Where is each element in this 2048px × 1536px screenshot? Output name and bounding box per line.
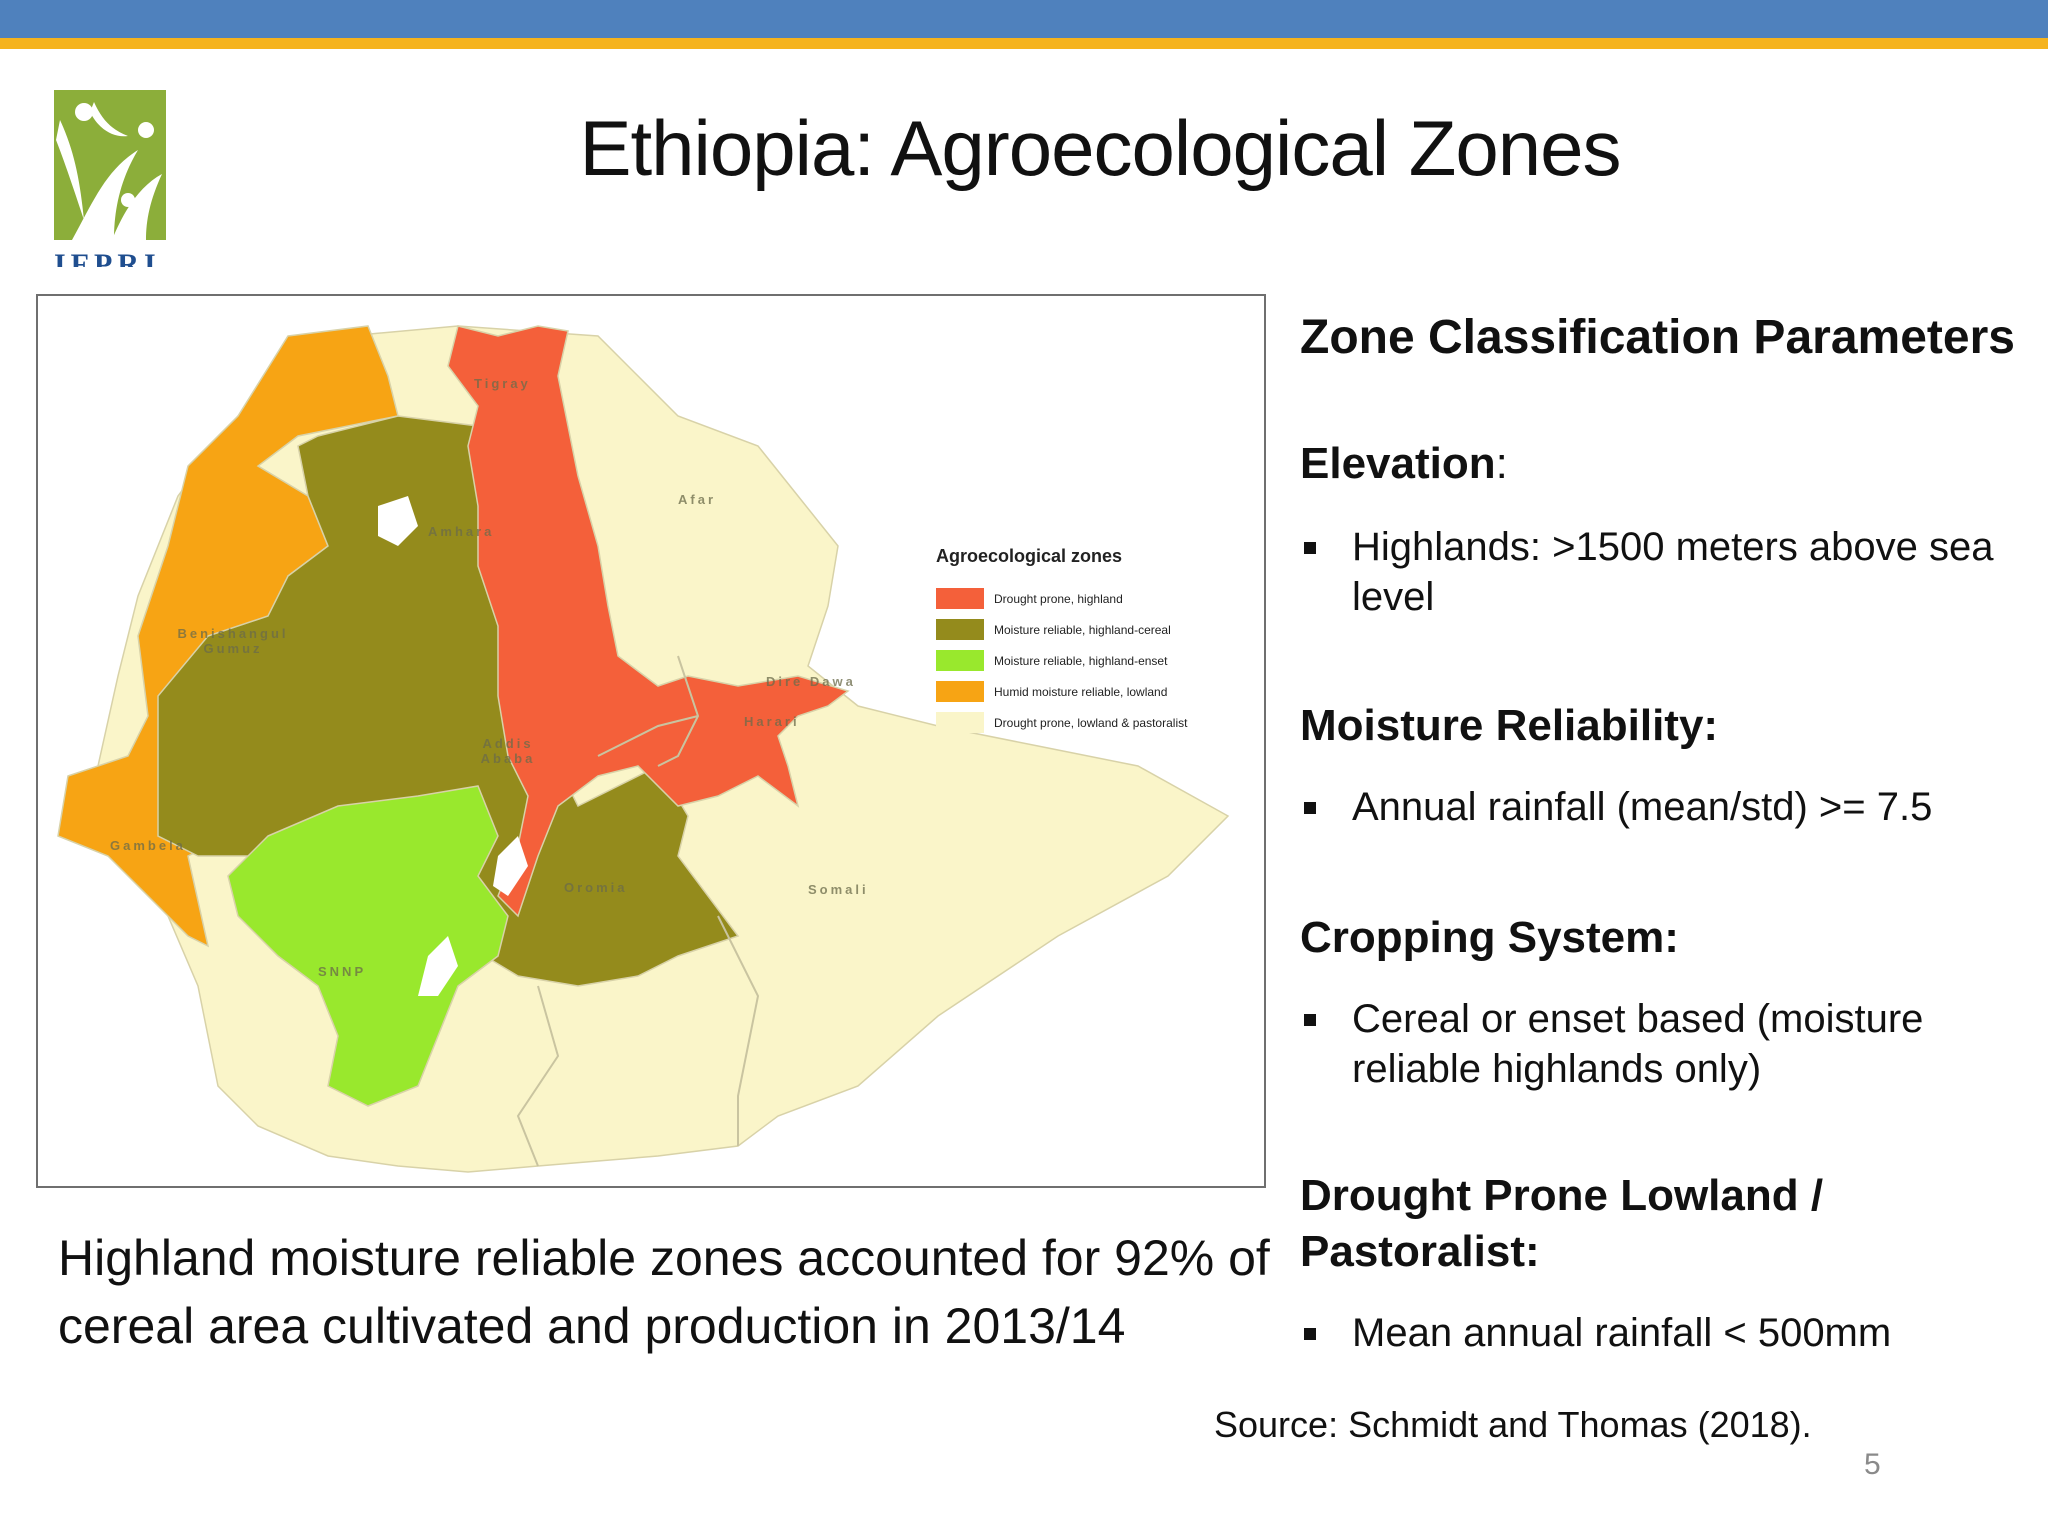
source-citation: Source: Schmidt and Thomas (2018). — [1214, 1404, 1812, 1445]
legend-label: Moisture reliable, highland-enset — [994, 653, 1168, 668]
param-heading-moisture: Moisture Reliability: — [1300, 698, 1718, 754]
param-bullet-elevation: Highlands: >1500 meters above sea level — [1300, 522, 2020, 622]
bullet-square-icon — [1304, 1014, 1316, 1026]
panel-heading: Zone Classification Parameters — [1300, 311, 2015, 364]
region-label-dire-dawa: Dire Dawa — [766, 674, 856, 689]
param-heading-text: Cropping System: — [1300, 913, 1679, 962]
legend-swatch — [936, 619, 984, 640]
region-label-harari: Harari — [744, 714, 800, 729]
param-bullet-text: Highlands: >1500 meters above sea level — [1352, 525, 1994, 619]
legend-label: Drought prone, highland — [994, 591, 1123, 606]
zone-drought-highland — [447, 325, 850, 918]
lake-tana — [378, 496, 418, 546]
param-heading-suffix: : — [1495, 439, 1508, 488]
param-bullet-text: Annual rainfall (mean/std) >= 7.5 — [1352, 785, 1933, 829]
legend-item: Drought prone, highland — [936, 583, 1264, 614]
legend-item: Humid moisture reliable, lowland — [936, 676, 1264, 707]
legend-title: Agroecological zones — [936, 546, 1123, 566]
region-label-amhara: Amhara — [428, 524, 495, 539]
region-label-afar: Afar — [678, 492, 717, 507]
param-bullet-text: Mean annual rainfall < 500mm — [1352, 1311, 1892, 1355]
legend-swatch — [936, 681, 984, 702]
legend-swatch — [936, 650, 984, 671]
lake-rift — [493, 836, 528, 896]
region-label-benishangul: Benishangul Gumuz — [177, 626, 289, 656]
region-label-gambela: Gambela — [110, 838, 186, 853]
param-bullet-drought: Mean annual rainfall < 500mm — [1300, 1308, 2020, 1358]
legend-label: Moisture reliable, highland-cereal — [994, 622, 1171, 637]
bullet-square-icon — [1304, 802, 1316, 814]
param-heading-drought: Drought Prone Lowland / Pastoralist: — [1300, 1168, 1900, 1280]
param-heading-elevation: Elevation: — [1300, 436, 1508, 492]
zone-highland-enset — [227, 785, 509, 1107]
region-label-tigray: Tigray — [474, 376, 531, 391]
ifpri-logo — [54, 90, 166, 240]
param-heading-text: Moisture Reliability: — [1300, 701, 1719, 750]
legend-item: Moisture reliable, highland-cereal — [936, 614, 1264, 645]
legend-swatch — [936, 712, 984, 733]
region-label-addis-ababa: Addis Ababa — [480, 736, 536, 766]
region-label-snnp: SNNP — [318, 964, 367, 979]
ethiopia-map-svg — [57, 325, 1230, 1173]
legend-label: Humid moisture reliable, lowland — [994, 684, 1168, 699]
region-label-oromia: Oromia — [564, 880, 628, 895]
param-heading-cropping: Cropping System: — [1300, 910, 1679, 966]
top-accent-stripe — [0, 38, 2048, 49]
legend-item: Moisture reliable, highland-enset — [936, 645, 1264, 676]
map-legend: Agroecological zones Drought prone, high… — [936, 546, 1264, 738]
page-number: 5 — [1864, 1448, 1881, 1481]
region-borders — [516, 655, 760, 1167]
top-accent-bar — [0, 0, 2048, 38]
legend-swatch — [936, 588, 984, 609]
param-bullet-moisture: Annual rainfall (mean/std) >= 7.5 — [1300, 782, 2020, 832]
param-heading-text: Elevation — [1300, 439, 1496, 488]
slide-title: Ethiopia: Agroecological Zones — [579, 104, 1621, 192]
bullet-square-icon — [1304, 1328, 1316, 1340]
param-bullet-text: Cereal or enset based (moisture reliable… — [1352, 997, 1924, 1091]
bullet-square-icon — [1304, 542, 1316, 554]
param-heading-text: Drought Prone Lowland / Pastoralist: — [1300, 1171, 1824, 1276]
lake-abaya — [418, 936, 458, 996]
region-label-somali: Somali — [808, 882, 869, 897]
legend-label: Drought prone, lowland & pastoralist — [994, 715, 1188, 730]
param-bullet-cropping: Cereal or enset based (moisture reliable… — [1300, 994, 2020, 1094]
legend-item: Drought prone, lowland & pastoralist — [936, 707, 1264, 738]
summary-caption: Highland moisture reliable zones account… — [58, 1230, 1270, 1354]
logo-text: IFPRI — [54, 248, 161, 267]
zone-map: Agroecological zones Drought prone, high… — [36, 294, 1266, 1188]
